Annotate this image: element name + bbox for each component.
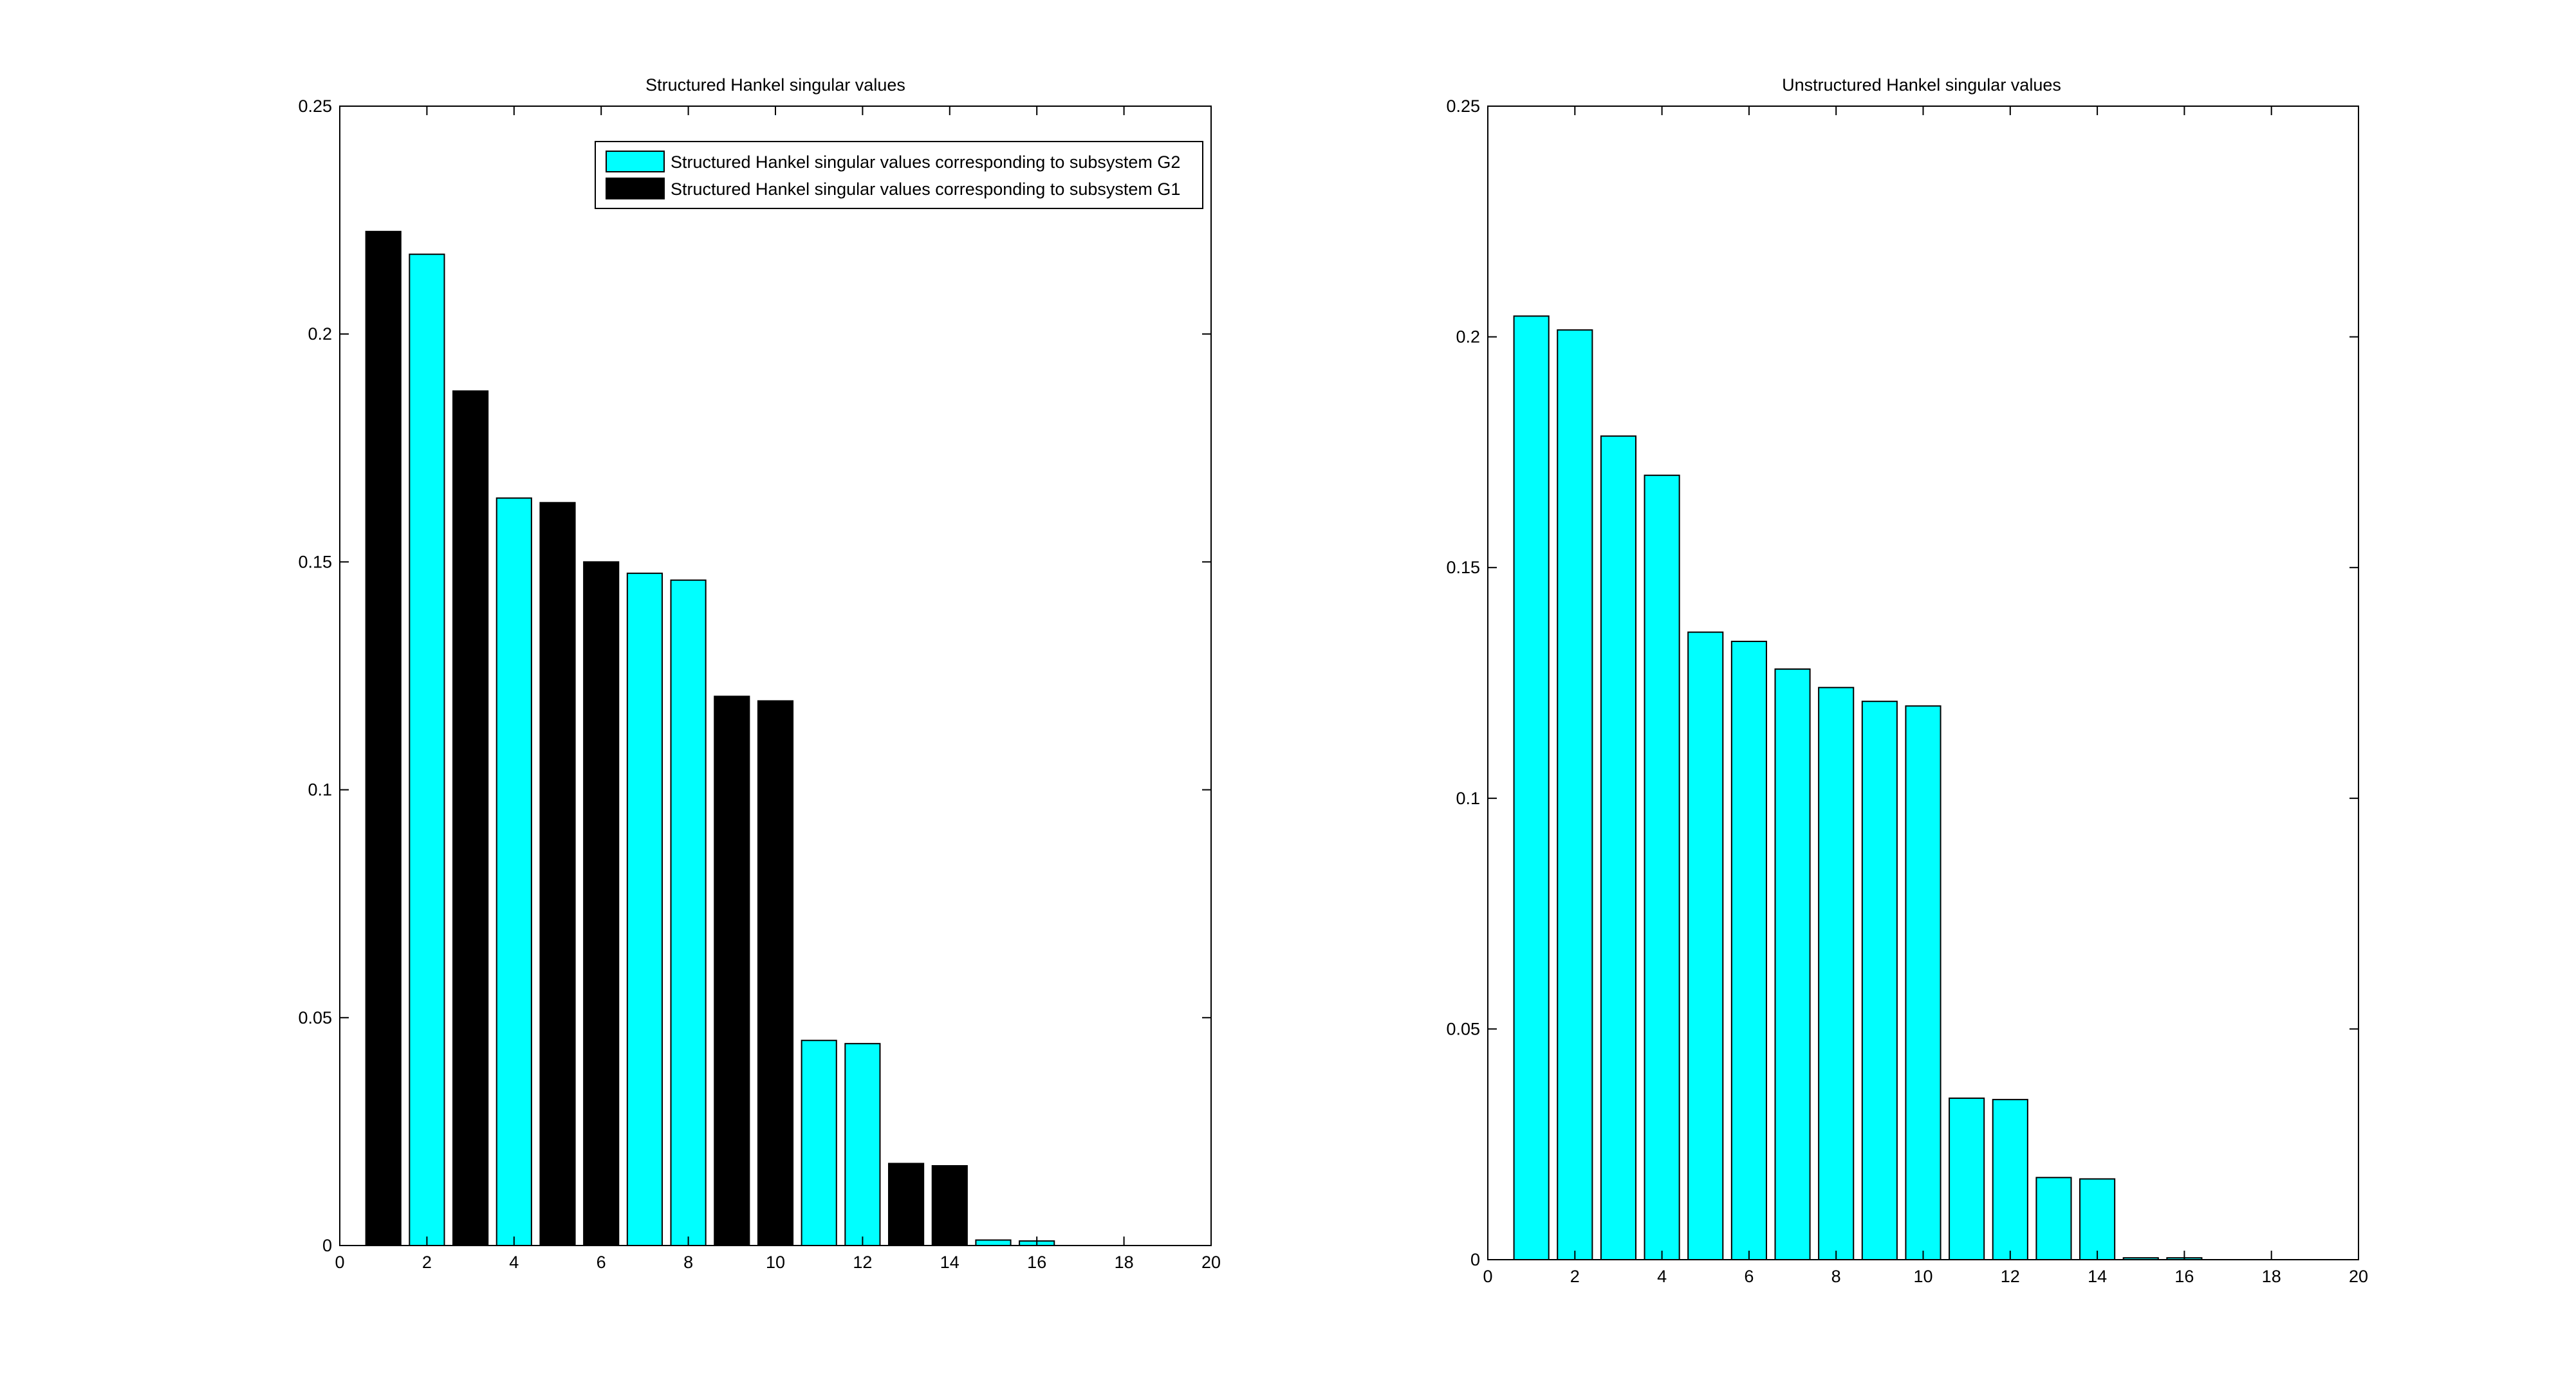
unstructured-bar-4 xyxy=(1644,474,1680,1260)
structured-x-tick-label: 18 xyxy=(1115,1253,1134,1272)
unstructured-bar-2 xyxy=(1557,329,1593,1260)
structured-bar-11 xyxy=(801,1040,837,1246)
unstructured-x-tick-label: 0 xyxy=(1483,1267,1492,1286)
structured-bar-10 xyxy=(757,700,794,1247)
structured-y-tick-label: 0 xyxy=(322,1236,332,1255)
unstructured-bar-13 xyxy=(2035,1177,2072,1260)
unstructured-bar-10 xyxy=(1905,705,1941,1260)
unstructured-x-tick-label: 20 xyxy=(2349,1267,2368,1286)
unstructured-x-tick-label: 10 xyxy=(1913,1267,1932,1286)
structured-bar-14 xyxy=(931,1165,968,1247)
unstructured-y-tick-label: 0.2 xyxy=(1456,327,1480,347)
structured-x-tick-label: 20 xyxy=(1201,1253,1221,1272)
unstructured-x-tick-label: 2 xyxy=(1570,1267,1580,1286)
structured-y-tick-label: 0.05 xyxy=(298,1008,332,1027)
structured-x-tick-label: 16 xyxy=(1027,1253,1046,1272)
unstructured-bar-12 xyxy=(1992,1099,2028,1260)
structured-bar-6 xyxy=(583,561,620,1246)
structured-bar-12 xyxy=(844,1043,881,1247)
unstructured-y-tick-label: 0 xyxy=(1470,1250,1480,1269)
legend-label-g2: Structured Hankel singular values corres… xyxy=(671,152,1180,172)
unstructured-chart: Unstructured Hankel singular values 0 2 4 6… xyxy=(1446,75,2368,1286)
structured-x-tick-label: 2 xyxy=(422,1253,432,1272)
structured-bar-7 xyxy=(626,573,663,1246)
structured-bar-13 xyxy=(888,1163,925,1247)
legend-swatch-g1 xyxy=(606,178,665,199)
structured-x-tick-label: 10 xyxy=(766,1253,785,1272)
unstructured-y-tick-label: 0.05 xyxy=(1446,1019,1480,1038)
structured-x-tick-label: 4 xyxy=(509,1253,519,1272)
structured-bar-8 xyxy=(670,579,707,1247)
structured-y-tick-label: 0.1 xyxy=(308,780,332,800)
structured-x-tick-label: 8 xyxy=(683,1253,693,1272)
unstructured-chart-title: Unstructured Hankel singular values xyxy=(1782,75,2061,95)
unstructured-bar-6 xyxy=(1730,640,1767,1260)
structured-legend: Structured Hankel singular values corres… xyxy=(595,141,1203,209)
unstructured-x-tick-label: 12 xyxy=(2001,1267,2020,1286)
unstructured-x-tick-label: 4 xyxy=(1657,1267,1667,1286)
unstructured-bar-3 xyxy=(1600,435,1637,1260)
legend-swatch-g2 xyxy=(606,151,665,172)
structured-bar-4 xyxy=(496,497,532,1246)
structured-bar-1 xyxy=(365,230,402,1246)
structured-x-tick-label: 6 xyxy=(597,1253,606,1272)
structured-y-tick-label: 0.15 xyxy=(298,552,332,571)
legend-label-g1: Structured Hankel singular values corres… xyxy=(671,179,1180,199)
unstructured-bar-11 xyxy=(1949,1097,1985,1260)
structured-bar-3 xyxy=(452,390,489,1246)
structured-bar-2 xyxy=(409,253,445,1247)
structured-x-tick-label: 12 xyxy=(853,1253,872,1272)
structured-y-tick-label: 0.25 xyxy=(298,97,332,116)
unstructured-y-tick-label: 0.25 xyxy=(1446,97,1480,116)
unstructured-bar-14 xyxy=(2079,1178,2116,1260)
unstructured-bar-15 xyxy=(2122,1257,2159,1261)
structured-chart: Structured Hankel singular values 0 2 4 6 8 1… xyxy=(298,75,1221,1272)
structured-x-tick-label: 0 xyxy=(335,1253,344,1272)
structured-bar-5 xyxy=(539,502,576,1246)
unstructured-bar-7 xyxy=(1774,668,1811,1260)
unstructured-x-tick-label: 14 xyxy=(2088,1267,2107,1286)
structured-y-tick-label: 0.2 xyxy=(308,324,332,344)
unstructured-y-tick-label: 0.1 xyxy=(1456,789,1480,808)
unstructured-x-tick-label: 6 xyxy=(1744,1267,1754,1286)
unstructured-x-tick-label: 8 xyxy=(1831,1267,1841,1286)
unstructured-bar-1 xyxy=(1513,315,1550,1260)
unstructured-bar-9 xyxy=(1861,701,1898,1260)
unstructured-bar-8 xyxy=(1818,686,1855,1260)
unstructured-y-tick-label: 0.15 xyxy=(1446,558,1480,577)
structured-bar-9 xyxy=(714,695,750,1247)
structured-chart-title: Structured Hankel singular values xyxy=(645,75,905,95)
legend-box xyxy=(595,141,1203,209)
structured-bar-15 xyxy=(975,1239,1012,1246)
unstructured-x-tick-label: 16 xyxy=(2174,1267,2194,1286)
unstructured-bar-5 xyxy=(1687,631,1724,1260)
unstructured-x-tick-label: 18 xyxy=(2262,1267,2281,1286)
structured-x-tick-label: 14 xyxy=(940,1253,959,1272)
